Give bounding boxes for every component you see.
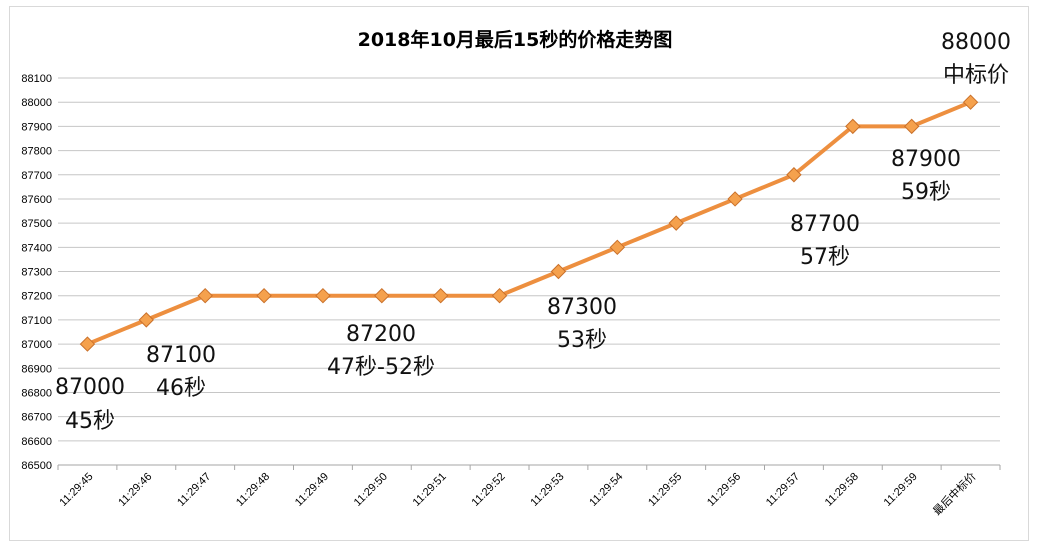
annotation-label: 87100: [146, 343, 216, 368]
x-tick-label: 11:29:50: [352, 471, 390, 509]
y-tick-label: 87100: [21, 315, 52, 327]
y-axis-ticks: 86500 86600 86700 86800 86900 87000 87100 87200…: [21, 73, 52, 472]
annotation-label: 57秒: [800, 245, 850, 270]
annotation-label: 87700: [790, 212, 860, 237]
y-tick-label: 86900: [21, 363, 52, 375]
annotation-label: 47秒-52秒: [327, 355, 435, 380]
x-tick-label: 11:29:45: [57, 471, 95, 509]
annotation-label: 45秒: [65, 409, 115, 434]
y-tick-label: 88000: [21, 97, 52, 109]
data-point-marker: [903, 118, 920, 135]
x-tick-label: 11:29:58: [823, 471, 861, 509]
x-tick-label: 11:29:59: [882, 471, 920, 509]
data-point-marker: [962, 94, 979, 110]
y-tick-label: 86500: [21, 460, 52, 472]
annotation-label: 中标价: [943, 63, 1009, 88]
price-series: [79, 94, 979, 352]
y-tick-label: 86800: [21, 387, 52, 399]
y-tick-label: 87700: [21, 170, 52, 182]
y-tick-label: 87400: [21, 242, 52, 254]
x-tick-label: 11:29:53: [528, 471, 566, 509]
y-tick-label: 87300: [21, 267, 52, 279]
data-point-marker: [668, 215, 684, 231]
x-tick-label: 11:29:56: [705, 471, 743, 509]
series-line: [86, 100, 972, 346]
x-tick-label: 11:29:51: [411, 471, 449, 509]
x-tick-label: 11:29:46: [116, 471, 154, 509]
chart-title: 2018年10月最后15秒的价格走势图: [358, 28, 673, 51]
annotation-label: 87300: [547, 295, 617, 320]
y-tick-label: 88100: [21, 73, 52, 85]
y-tick-label: 87900: [21, 121, 52, 133]
x-tick-label: 11:29:47: [175, 471, 213, 509]
data-point-marker: [550, 263, 567, 280]
data-point-marker: [138, 312, 155, 328]
data-point-marker: [727, 191, 743, 207]
data-point-marker: [491, 287, 508, 304]
annotation-label: 88000: [941, 30, 1011, 55]
annotation-label: 87000: [55, 375, 125, 400]
x-tick-label: 11:29:49: [293, 471, 331, 509]
annotation-label: 46秒: [156, 376, 206, 401]
data-point-marker: [786, 167, 802, 183]
y-tick-label: 86600: [21, 436, 52, 448]
annotation-label: 59秒: [901, 180, 951, 205]
annotation-label: 53秒: [557, 328, 607, 353]
data-point-marker: [374, 287, 390, 304]
data-point-marker: [79, 336, 96, 352]
x-tick-label: 11:29:48: [234, 471, 272, 509]
data-point-marker: [197, 287, 213, 304]
y-tick-label: 87800: [21, 146, 52, 158]
annotation-label: 87900: [891, 147, 961, 172]
x-tick-label: 最后中标价: [930, 469, 979, 518]
y-tick-label: 87500: [21, 218, 52, 230]
x-tick-label: 11:29:57: [764, 471, 802, 509]
x-tick-label: 11:29:52: [469, 471, 507, 509]
chart-frame: [9, 6, 1029, 541]
data-point-marker: [845, 118, 861, 135]
y-tick-label: 87200: [21, 291, 52, 303]
y-tick-label: 86700: [21, 412, 52, 424]
y-tick-label: 87600: [21, 194, 52, 206]
x-axis-ticks: 11:29:45 11:29:46 11:29:47 11:29:48 11:29:49…: [57, 465, 1001, 518]
annotation-label: 87200: [346, 322, 416, 347]
annotations: 87000 45秒 87100 46秒 87200 47秒-52秒 87300 53秒 8770…: [55, 30, 1011, 434]
y-tick-label: 87000: [21, 339, 52, 351]
data-point-marker: [256, 287, 272, 304]
data-point-marker: [432, 287, 449, 304]
data-point-marker: [609, 239, 626, 256]
gridlines: [58, 77, 1000, 466]
x-tick-label: 11:29:54: [587, 471, 625, 509]
data-point-marker: [315, 287, 331, 304]
x-tick-label: 11:29:55: [646, 471, 684, 509]
